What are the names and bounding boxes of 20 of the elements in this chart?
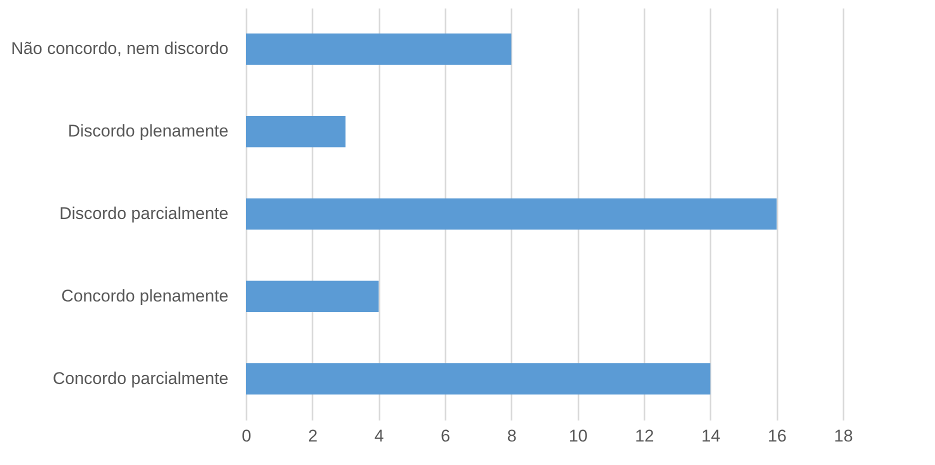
- x-tick-label: 12: [635, 426, 654, 446]
- y-tick-label: Concordo plenamente: [61, 286, 228, 306]
- y-tick-label: Discordo parcialmente: [59, 204, 228, 223]
- x-tick-label: 14: [701, 426, 720, 446]
- x-tick-label: 6: [440, 426, 450, 446]
- y-tick-label: Concordo parcialmente: [52, 368, 228, 388]
- y-tick-label: Não concordo, nem discordo: [11, 39, 228, 58]
- x-tick-label: 10: [568, 426, 588, 446]
- x-tick-label: 2: [308, 426, 318, 446]
- y-tick-label: Discordo plenamente: [68, 122, 228, 141]
- x-tick-label: 16: [768, 426, 787, 446]
- bar: [246, 116, 346, 148]
- bar: [246, 198, 777, 230]
- bar: [246, 363, 710, 394]
- x-tick-label: 18: [834, 426, 853, 446]
- bar: [246, 34, 512, 65]
- x-tick-label: 4: [374, 426, 384, 446]
- bar: [246, 280, 379, 312]
- x-tick-label: 0: [242, 426, 252, 446]
- x-tick-label: 8: [507, 426, 517, 446]
